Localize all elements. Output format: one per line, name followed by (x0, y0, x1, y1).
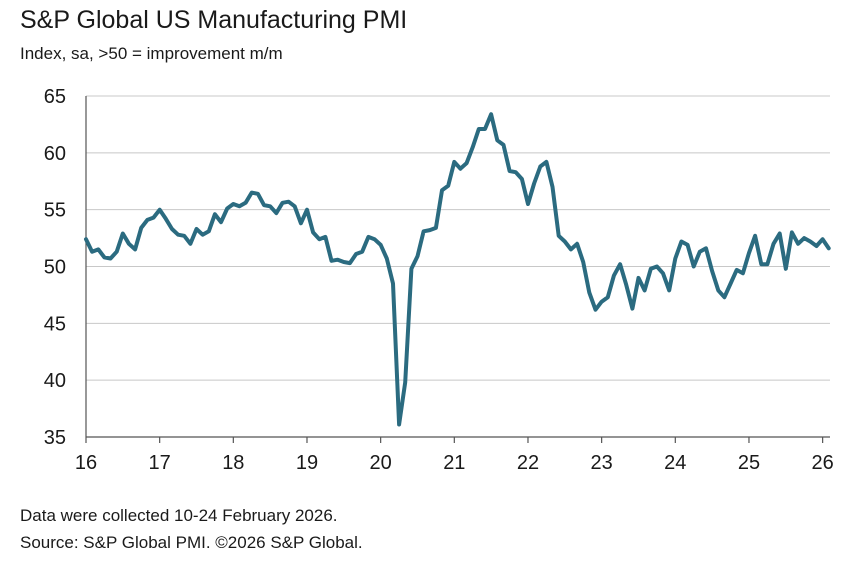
x-tick-label-25: 25 (738, 452, 760, 474)
x-tick-label-22: 22 (517, 452, 539, 474)
x-axis-tick-labels: 16 17 18 19 20 21 22 23 24 25 26 (75, 452, 834, 474)
y-tick-label-60: 60 (44, 143, 66, 165)
y-tick-label-55: 55 (44, 200, 66, 222)
x-tick-label-19: 19 (296, 452, 318, 474)
y-tick-label-65: 65 (44, 86, 66, 108)
chart-subtitle: Index, sa, >50 = improvement m/m (20, 44, 283, 63)
y-tick-label-35: 35 (44, 427, 66, 449)
x-axis (85, 96, 830, 443)
source-note: Source: S&P Global PMI. ©2026 S&P Global… (20, 533, 363, 552)
y-tick-label-45: 45 (44, 313, 66, 335)
gridlines (86, 95, 830, 381)
pmi-line-chart: 35 40 45 50 55 60 65 16 17 18 19 20 21 22 23 24 25 26 (44, 86, 834, 474)
x-tick-label-20: 20 (370, 452, 392, 474)
x-tick-label-24: 24 (664, 452, 686, 474)
y-tick-label-50: 50 (44, 257, 66, 279)
data-collection-note: Data were collected 10-24 February 2026. (20, 506, 338, 525)
series-layer (84, 112, 831, 427)
x-tick-label-26: 26 (812, 452, 834, 474)
x-tick-label-23: 23 (591, 452, 613, 474)
pmi-series-line (84, 112, 831, 427)
x-tick-label-16: 16 (75, 452, 97, 474)
chart-title: S&P Global US Manufacturing PMI (20, 6, 408, 34)
x-tick-label-21: 21 (443, 452, 465, 474)
y-tick-label-40: 40 (44, 370, 66, 392)
x-tick-label-18: 18 (222, 452, 244, 474)
y-axis-tick-labels: 35 40 45 50 55 60 65 (44, 86, 66, 449)
x-tick-label-17: 17 (149, 452, 171, 474)
